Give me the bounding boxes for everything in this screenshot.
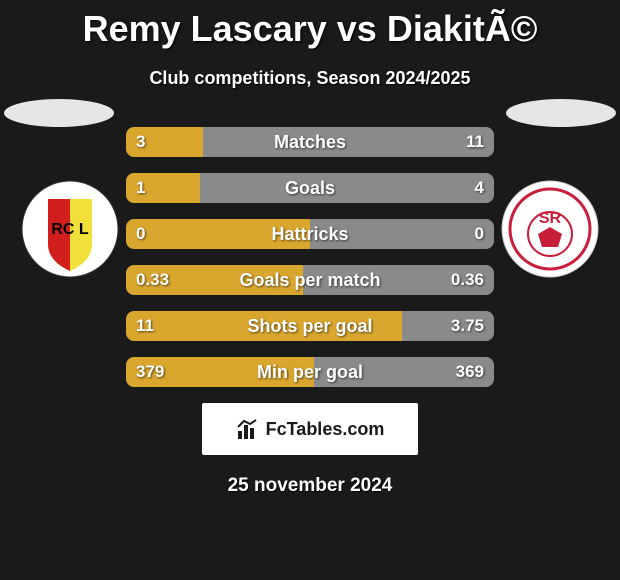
stat-row: 00Hattricks bbox=[126, 219, 494, 249]
stat-row: 0.330.36Goals per match bbox=[126, 265, 494, 295]
stat-bars: 311Matches 14Goals 00Hattricks 0.330.36Goal… bbox=[126, 127, 494, 387]
stat-label: Min per goal bbox=[126, 357, 494, 387]
page-title: Remy Lascary vs DiakitÃ© bbox=[0, 0, 620, 50]
stat-label: Matches bbox=[126, 127, 494, 157]
stat-label: Hattricks bbox=[126, 219, 494, 249]
comparison-content: RC L SR 311Matches 14Goals 00Hattricks 0.33… bbox=[0, 127, 620, 497]
branding-text: FcTables.com bbox=[266, 419, 385, 440]
subtitle: Club competitions, Season 2024/2025 bbox=[0, 68, 620, 89]
branding-badge: FcTables.com bbox=[202, 403, 418, 455]
stat-row: 14Goals bbox=[126, 173, 494, 203]
oval-shadow-right bbox=[506, 99, 616, 127]
stat-label: Goals bbox=[126, 173, 494, 203]
date-text: 25 november 2024 bbox=[0, 475, 620, 497]
svg-text:RC L: RC L bbox=[51, 221, 89, 238]
stat-row: 113.75Shots per goal bbox=[126, 311, 494, 341]
team-crest-left: RC L bbox=[20, 179, 120, 279]
team-crest-right: SR bbox=[500, 179, 600, 279]
oval-shadow-left bbox=[4, 99, 114, 127]
svg-text:SR: SR bbox=[539, 210, 562, 227]
stat-label: Shots per goal bbox=[126, 311, 494, 341]
stat-label: Goals per match bbox=[126, 265, 494, 295]
stat-row: 311Matches bbox=[126, 127, 494, 157]
chart-icon bbox=[236, 419, 260, 439]
stat-row: 379369Min per goal bbox=[126, 357, 494, 387]
